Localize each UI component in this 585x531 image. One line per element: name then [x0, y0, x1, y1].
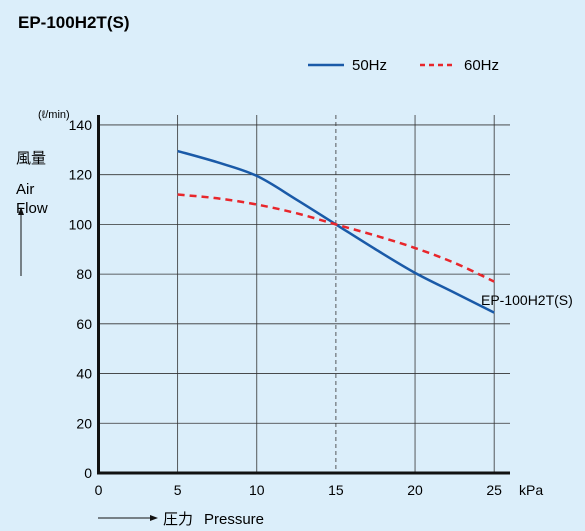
y-tick-label: 80 — [76, 266, 92, 282]
y-tick-label: 40 — [76, 366, 92, 382]
y-arrow-icon — [18, 207, 24, 276]
y-tick-label: 100 — [69, 216, 93, 232]
x-tick-label: 0 — [95, 482, 103, 498]
x-tick-label: 5 — [174, 482, 182, 498]
y-unit-label: (ℓ/min) — [38, 109, 70, 121]
curve-annotation: EP-100H2T(S) — [481, 292, 573, 308]
tick-labels: 0 20 40 60 80 100 120 140 0 5 10 15 20 25 — [69, 117, 503, 498]
y-label-en-1: Air — [16, 181, 34, 198]
y-tick-label: 120 — [69, 167, 93, 183]
x-label-en: Pressure — [204, 511, 264, 528]
y-label-en-2: Flow — [16, 200, 48, 217]
legend-label-50hz: 50Hz — [352, 57, 387, 74]
y-tick-label: 20 — [76, 415, 92, 431]
y-tick-label: 0 — [84, 465, 92, 481]
x-arrow-icon — [98, 515, 158, 521]
x-tick-label: 20 — [407, 482, 423, 498]
y-tick-label: 60 — [76, 316, 92, 332]
x-label-ja: 圧力 — [163, 511, 193, 528]
series-line-60hz — [177, 193, 495, 283]
legend-label-60hz: 60Hz — [464, 57, 499, 74]
y-tick-label: 140 — [69, 117, 93, 133]
x-tick-label: 25 — [486, 482, 502, 498]
series-line-50hz — [177, 149, 495, 314]
legend: 50Hz 60Hz — [308, 57, 499, 74]
series-lines — [177, 149, 495, 314]
x-tick-label: 15 — [328, 482, 344, 498]
chart-title: EP-100H2T(S) — [18, 13, 129, 32]
y-label-ja: 風量 — [16, 150, 46, 167]
x-tick-label: 10 — [249, 482, 265, 498]
gridlines — [98, 115, 510, 473]
x-unit-label: kPa — [519, 482, 543, 498]
